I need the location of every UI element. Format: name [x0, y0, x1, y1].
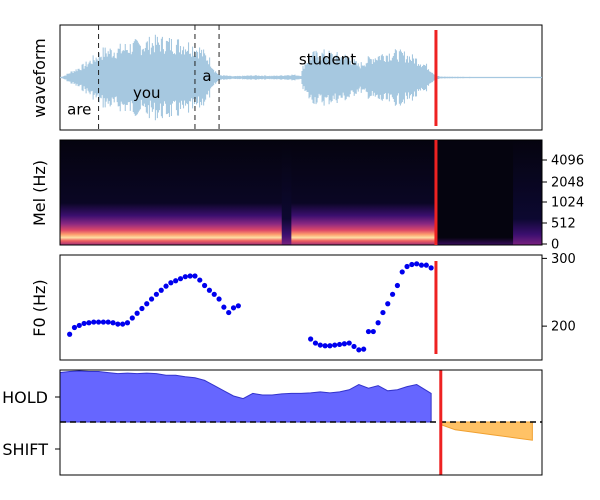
mel-band	[281, 140, 292, 245]
f0-point	[370, 328, 376, 335]
f0-point	[197, 277, 203, 283]
f0-point	[423, 262, 429, 268]
f0-point	[308, 336, 314, 342]
f0-point	[351, 343, 357, 350]
f0-point	[168, 280, 174, 286]
f0-point	[173, 278, 179, 284]
f0-point	[327, 343, 333, 349]
waveform-ylabel: waveform	[30, 38, 49, 118]
f0-point	[206, 287, 213, 293]
f0-point	[139, 305, 145, 312]
f0-point	[221, 304, 227, 310]
f0-frame	[59, 254, 543, 361]
f0-point	[129, 315, 135, 321]
f0-point	[385, 301, 391, 307]
word-label: you	[133, 84, 161, 102]
f0-point	[322, 343, 328, 349]
f0-point	[336, 341, 343, 348]
f0-point	[148, 296, 155, 302]
f0-point	[418, 262, 425, 268]
f0-point	[86, 320, 92, 326]
f0-point	[105, 319, 111, 325]
f0-point	[182, 274, 188, 280]
f0-point	[211, 291, 217, 297]
f0-point	[399, 269, 405, 275]
mel-yticks: 4096 2048 1024 512 0	[542, 154, 584, 253]
f0-point	[394, 282, 400, 289]
mel-frame	[59, 139, 543, 246]
mel-band	[60, 140, 283, 245]
f0-point	[110, 320, 116, 326]
word-label: a	[202, 67, 211, 85]
f0-point	[115, 321, 121, 327]
f0-point	[153, 291, 159, 297]
f0-point	[414, 261, 420, 267]
word-labels: are you a student	[67, 50, 356, 118]
f0-point	[361, 346, 367, 352]
f0-yticks: 200 300	[542, 252, 576, 335]
f0-point	[67, 331, 73, 337]
f0-point	[100, 319, 106, 325]
f0-point	[144, 301, 150, 307]
hold-label: HOLD	[2, 388, 48, 407]
f0-point	[375, 320, 381, 326]
f0-point	[235, 303, 241, 309]
f0-point	[380, 309, 386, 316]
f0-point	[124, 320, 131, 326]
f0-point	[202, 282, 208, 289]
f0-panel: 200 300 F0 (Hz)	[30, 252, 576, 361]
f0-point	[332, 342, 338, 348]
f0-point	[76, 322, 82, 329]
f0-tick-label: 200	[551, 320, 576, 335]
mel-tick-label: 1024	[551, 196, 584, 211]
f0-point	[341, 341, 347, 347]
f0-point	[216, 296, 222, 302]
f0-point	[158, 287, 164, 293]
waveform-panel: are you a student waveform	[30, 24, 543, 131]
shift-area	[440, 421, 533, 441]
word-label: student	[299, 50, 356, 68]
mel-spectrogram-panel: 4096 2048 1024 512 0 Mel (Hz)	[30, 139, 584, 253]
f0-point	[177, 276, 184, 282]
hold-shift-panel: HOLD SHIFT	[2, 369, 543, 476]
f0-point	[71, 324, 78, 331]
word-label: are	[67, 101, 91, 119]
f0-ylabel: F0 (Hz)	[30, 279, 49, 336]
mel-tick-label: 0	[551, 238, 559, 253]
f0-point	[163, 283, 169, 289]
f0-point	[356, 347, 362, 353]
f0-point	[230, 305, 237, 311]
f0-point	[120, 321, 126, 327]
f0-point	[187, 273, 193, 279]
f0-point	[81, 320, 87, 327]
hold-shift-frame	[59, 369, 543, 476]
f0-point	[428, 265, 434, 271]
mel-tick-label: 4096	[551, 154, 584, 169]
f0-point	[134, 310, 140, 316]
f0-point	[317, 342, 323, 348]
f0-point	[404, 263, 410, 270]
mel-tick-label: 512	[551, 217, 576, 232]
mel-band	[435, 140, 514, 245]
f0-point	[192, 273, 198, 279]
shift-label: SHIFT	[2, 440, 48, 459]
mel-band	[291, 140, 437, 245]
f0-tick-label: 300	[551, 252, 576, 267]
hold-area	[59, 370, 432, 423]
f0-point	[226, 309, 232, 316]
mel-tick-label: 2048	[551, 176, 584, 191]
f0-point	[91, 319, 97, 325]
mel-band	[513, 140, 543, 245]
f0-point	[346, 340, 352, 346]
f0-point	[409, 261, 415, 268]
f0-point	[389, 291, 396, 297]
f0-points	[67, 261, 434, 353]
f0-point	[312, 340, 319, 346]
mel-ylabel: Mel (Hz)	[30, 160, 49, 226]
f0-point	[365, 328, 372, 335]
mel-heatmap-bands	[60, 140, 543, 245]
f0-point	[95, 319, 102, 325]
